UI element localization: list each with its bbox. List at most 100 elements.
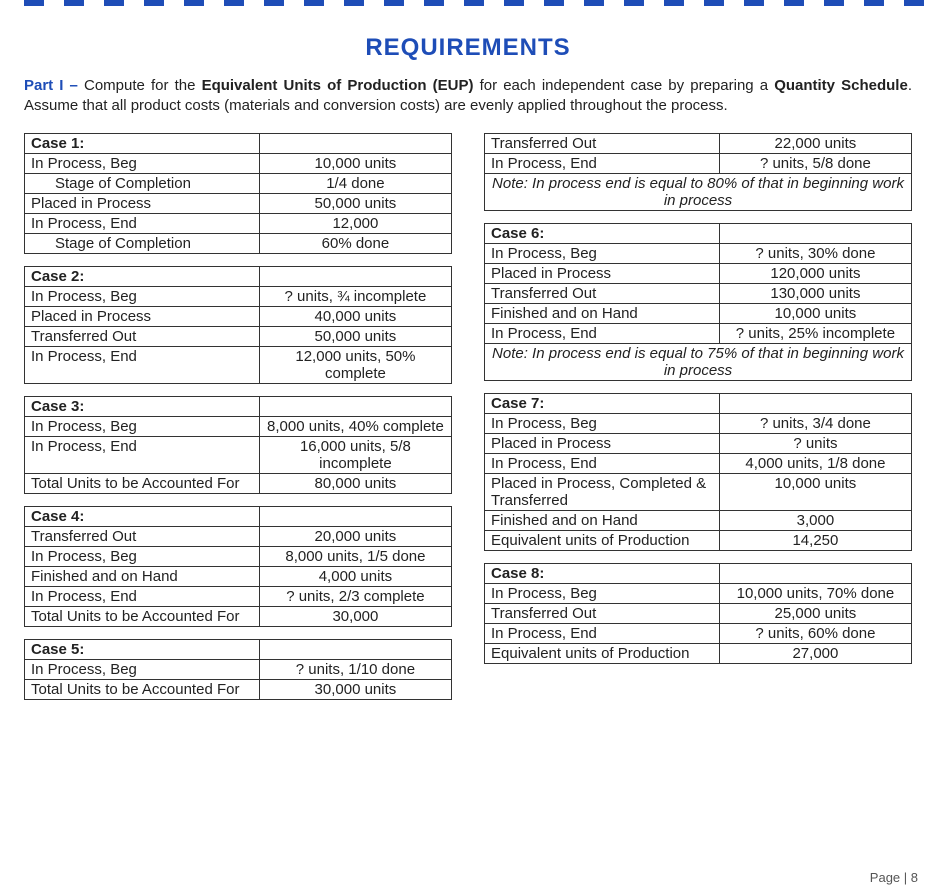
case-7-table: Case 7: In Process, Beg? units, 3/4 done… [484,393,912,551]
column-right: Transferred Out22,000 unitsIn Process, E… [484,133,912,712]
empty-cell [259,266,451,286]
row-label: Placed in Process [485,433,720,453]
intro-bold-eup: Equivalent Units of Production (EUP) [202,77,474,94]
case-5-cont-table: Transferred Out22,000 unitsIn Process, E… [484,133,912,211]
row-label: Placed in Process [25,306,260,326]
row-label: In Process, Beg [25,546,260,566]
row-value: 60% done [259,233,451,253]
row-value: ? units, 3/4 done [719,413,911,433]
case-8-table: Case 8: In Process, Beg10,000 units, 70%… [484,563,912,664]
row-label: Total Units to be Accounted For [25,679,260,699]
case-title: Case 7: [485,393,720,413]
row-value: 4,000 units [259,566,451,586]
row-value: ? units, 2/3 complete [259,586,451,606]
row-value: 10,000 units, 70% done [719,583,911,603]
case-3-table: Case 3: In Process, Beg8,000 units, 40% … [24,396,452,494]
empty-cell [259,133,451,153]
empty-cell [719,393,911,413]
row-value: 14,250 [719,530,911,550]
row-label: Equivalent units of Production [485,643,720,663]
row-label: In Process, Beg [485,583,720,603]
case-title: Case 2: [25,266,260,286]
row-value: 3,000 [719,510,911,530]
intro-text-1: Compute for the [78,77,202,94]
row-value: 10,000 units [259,153,451,173]
row-label: Transferred Out [25,526,260,546]
row-label: In Process, Beg [25,416,260,436]
row-label: Transferred Out [485,283,720,303]
row-label: In Process, Beg [25,659,260,679]
column-left: Case 1: In Process, Beg10,000 unitsStage… [24,133,452,712]
intro-paragraph: Part I – Compute for the Equivalent Unit… [24,76,912,117]
row-label: In Process, End [25,346,260,383]
row-value: ? units, 25% incomplete [719,323,911,343]
case-title: Case 8: [485,563,720,583]
case-title: Case 6: [485,223,720,243]
row-label: In Process, End [485,623,720,643]
row-label: Placed in Process [25,193,260,213]
row-label: In Process, End [25,213,260,233]
page-number: Page | 8 [870,870,918,885]
row-value: 30,000 units [259,679,451,699]
row-value: 50,000 units [259,193,451,213]
case-title: Case 4: [25,506,260,526]
case-6-table: Case 6: In Process, Beg? units, 30% done… [484,223,912,381]
row-value: 50,000 units [259,326,451,346]
intro-text-2: for each independent case by preparing a [473,77,774,94]
row-label: Stage of Completion [25,173,260,193]
row-label: In Process, Beg [25,286,260,306]
row-label: Transferred Out [485,133,720,153]
empty-cell [719,223,911,243]
row-label: In Process, End [25,436,260,473]
page-content: REQUIREMENTS Part I – Compute for the Eq… [24,16,912,712]
row-value: ? units, 60% done [719,623,911,643]
case-title: Case 3: [25,396,260,416]
row-value: 10,000 units [719,473,911,510]
row-label: In Process, End [485,323,720,343]
row-value: 8,000 units, 40% complete [259,416,451,436]
row-label: In Process, End [25,586,260,606]
row-value: 120,000 units [719,263,911,283]
row-value: 130,000 units [719,283,911,303]
row-value: 12,000 units, 50% complete [259,346,451,383]
case-2-table: Case 2: In Process, Beg? units, ¾ incomp… [24,266,452,384]
row-label: Transferred Out [485,603,720,623]
row-value: 22,000 units [719,133,911,153]
row-value: 30,000 [259,606,451,626]
row-label: Equivalent units of Production [485,530,720,550]
row-label: Transferred Out [25,326,260,346]
case-title: Case 1: [25,133,260,153]
decorative-top-border [24,0,936,6]
row-label: In Process, Beg [485,413,720,433]
row-value: 1/4 done [259,173,451,193]
row-value: 27,000 [719,643,911,663]
row-value: 25,000 units [719,603,911,623]
row-value: 80,000 units [259,473,451,493]
row-label: Finished and on Hand [25,566,260,586]
part-label: Part I – [24,77,78,94]
row-label: In Process, Beg [485,243,720,263]
case-1-table: Case 1: In Process, Beg10,000 unitsStage… [24,133,452,254]
case-note: Note: In process end is equal to 80% of … [485,173,912,210]
row-value: ? units, 30% done [719,243,911,263]
row-value: ? units, 5/8 done [719,153,911,173]
row-value: 16,000 units, 5/8 incomplete [259,436,451,473]
empty-cell [259,639,451,659]
row-label: Stage of Completion [25,233,260,253]
empty-cell [719,563,911,583]
row-value: 8,000 units, 1/5 done [259,546,451,566]
row-label: Total Units to be Accounted For [25,473,260,493]
intro-bold-qs: Quantity Schedule [774,77,908,94]
row-label: Placed in Process [485,263,720,283]
case-4-table: Case 4: Transferred Out20,000 unitsIn Pr… [24,506,452,627]
columns: Case 1: In Process, Beg10,000 unitsStage… [24,133,912,712]
row-value: ? units, ¾ incomplete [259,286,451,306]
row-label: Placed in Process, Completed & Transferr… [485,473,720,510]
empty-cell [259,396,451,416]
row-value: 12,000 [259,213,451,233]
row-label: Finished and on Hand [485,303,720,323]
empty-cell [259,506,451,526]
row-label: In Process, End [485,153,720,173]
row-value: 40,000 units [259,306,451,326]
row-value: 10,000 units [719,303,911,323]
